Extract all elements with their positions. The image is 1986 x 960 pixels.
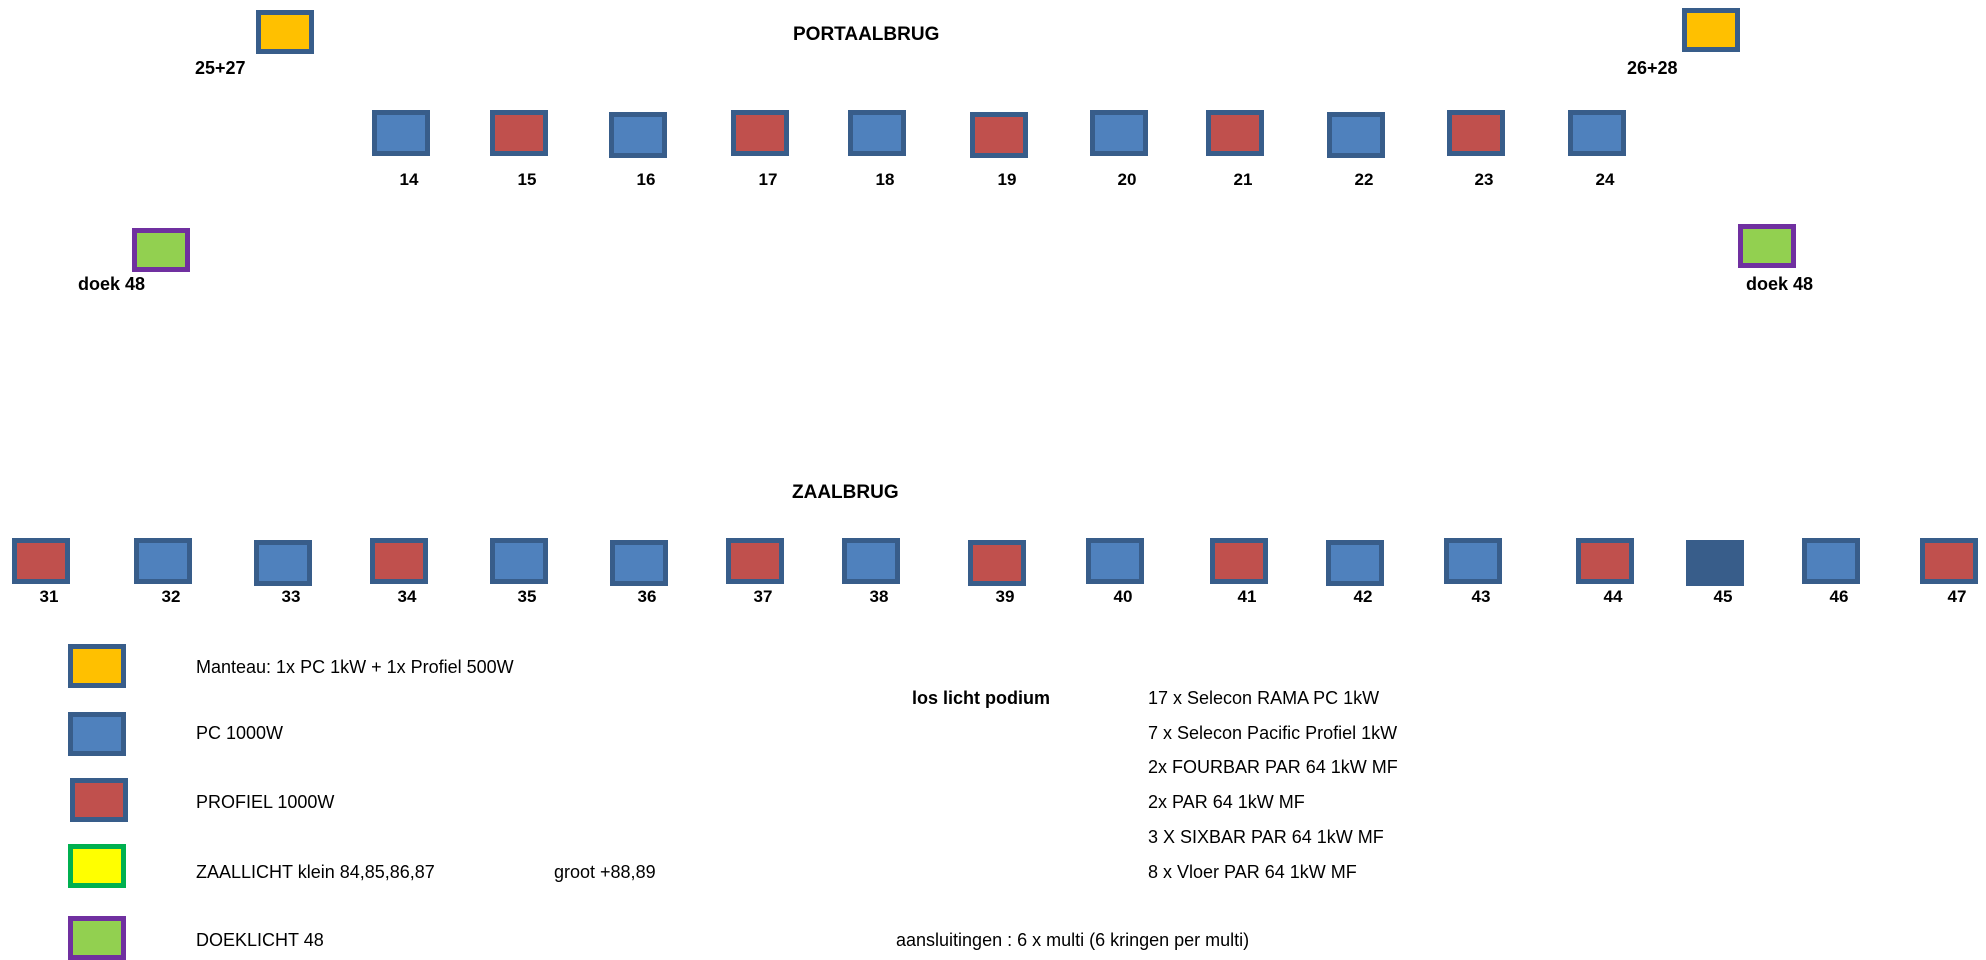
doek-fixture-left <box>132 228 190 272</box>
manteau-fixture-right <box>1682 8 1740 52</box>
los-licht-item: 17 x Selecon RAMA PC 1kW <box>1148 688 1380 708</box>
zaalbrug-fixture-47 <box>1920 538 1978 584</box>
zaalbrug-fixture-number: 32 <box>161 587 181 606</box>
portaalbrug-title: PORTAALBRUG <box>793 24 940 45</box>
portaalbrug-fixture-number: 23 <box>1474 170 1494 189</box>
zaalbrug-fixture-34 <box>370 538 428 584</box>
zaalbrug-fixture-number: 36 <box>637 587 657 606</box>
zaalbrug-fixture-number: 39 <box>995 587 1015 606</box>
doek-fixture-right <box>1738 224 1796 268</box>
los-licht-item: 2x FOURBAR PAR 64 1kW MF <box>1148 757 1398 777</box>
legend-manteau-label: Manteau: 1x PC 1kW + 1x Profiel 500W <box>196 657 514 677</box>
los-licht-item: 7 x Selecon Pacific Profiel 1kW <box>1148 723 1398 743</box>
portaalbrug-fixture-number: 17 <box>758 170 778 189</box>
zaalbrug-fixture-number: 44 <box>1603 587 1623 606</box>
portaalbrug-fixture-number: 19 <box>997 170 1017 189</box>
zaalbrug-fixture-39 <box>968 540 1026 586</box>
manteau-label-left: 25+27 <box>195 58 246 78</box>
portaalbrug-fixture-24 <box>1568 110 1626 156</box>
legend-manteau-swatch <box>68 644 126 688</box>
zaalbrug-fixture-number: 40 <box>1113 587 1133 606</box>
aansluitingen-label: aansluitingen : 6 x multi (6 kringen per… <box>896 930 1250 950</box>
manteau-label-right: 26+28 <box>1627 58 1678 78</box>
portaalbrug-fixture-number: 15 <box>517 170 537 189</box>
zaalbrug-fixture-37 <box>726 538 784 584</box>
portaalbrug-fixture-number: 22 <box>1354 170 1374 189</box>
los-licht-heading: los licht podium <box>912 688 1050 708</box>
portaalbrug-fixture-19 <box>970 112 1028 158</box>
portaalbrug-fixture-23 <box>1447 110 1505 156</box>
zaalbrug-fixture-45 <box>1686 540 1744 586</box>
portaalbrug-fixture-22 <box>1327 112 1385 158</box>
zaalbrug-fixture-40 <box>1086 538 1144 584</box>
zaalbrug-fixture-42 <box>1326 540 1384 586</box>
portaalbrug-fixture-14 <box>372 110 430 156</box>
zaalbrug-fixture-number: 45 <box>1713 587 1733 606</box>
portaalbrug-fixture-number: 20 <box>1117 170 1137 189</box>
legend-profiel-swatch <box>70 778 128 822</box>
zaalbrug-fixture-31 <box>12 538 70 584</box>
portaalbrug-fixture-number: 24 <box>1595 170 1615 189</box>
portaalbrug-fixture-number: 16 <box>636 170 656 189</box>
zaalbrug-fixture-33 <box>254 540 312 586</box>
zaalbrug-fixture-32 <box>134 538 192 584</box>
zaalbrug-fixture-number: 35 <box>517 587 537 606</box>
zaalbrug-fixture-number: 42 <box>1353 587 1373 606</box>
zaalbrug-fixture-number: 47 <box>1947 587 1967 606</box>
portaalbrug-fixture-number: 18 <box>875 170 895 189</box>
portaalbrug-fixture-17 <box>731 110 789 156</box>
zaalbrug-fixture-38 <box>842 538 900 584</box>
portaalbrug-fixture-number: 21 <box>1233 170 1253 189</box>
zaalbrug-fixture-number: 38 <box>869 587 889 606</box>
portaalbrug-fixture-15 <box>490 110 548 156</box>
portaalbrug-fixture-21 <box>1206 110 1264 156</box>
portaalbrug-fixture-16 <box>609 112 667 158</box>
legend-zaallicht-swatch <box>68 844 126 888</box>
los-licht-item: 2x PAR 64 1kW MF <box>1148 792 1305 812</box>
zaalbrug-fixture-number: 34 <box>397 587 417 606</box>
los-licht-item: 3 X SIXBAR PAR 64 1kW MF <box>1148 827 1384 847</box>
zaalbrug-fixture-46 <box>1802 538 1860 584</box>
legend-pc-label: PC 1000W <box>196 723 284 743</box>
legend-pc-swatch <box>68 712 126 756</box>
zaalbrug-fixture-number: 41 <box>1237 587 1257 606</box>
zaalbrug-fixture-number: 37 <box>753 587 773 606</box>
portaalbrug-fixture-18 <box>848 110 906 156</box>
zaalbrug-fixture-43 <box>1444 538 1502 584</box>
manteau-fixture-left <box>256 10 314 54</box>
zaalbrug-fixture-number: 46 <box>1829 587 1849 606</box>
zaalbrug-fixture-41 <box>1210 538 1268 584</box>
legend-doeklicht-swatch <box>68 916 126 960</box>
zaalbrug-fixture-35 <box>490 538 548 584</box>
zaalbrug-fixture-44 <box>1576 538 1634 584</box>
zaalbrug-fixture-number: 31 <box>39 587 59 606</box>
zaalbrug-fixture-number: 43 <box>1471 587 1491 606</box>
zaalbrug-fixture-36 <box>610 540 668 586</box>
los-licht-item: 8 x Vloer PAR 64 1kW MF <box>1148 862 1357 882</box>
legend-doeklicht-label: DOEKLICHT 48 <box>196 930 324 950</box>
legend-profiel-label: PROFIEL 1000W <box>196 792 335 812</box>
legend-zaallicht-groot-label: groot +88,89 <box>554 862 656 882</box>
doek-label-left: doek 48 <box>78 274 146 294</box>
doek-label-right: doek 48 <box>1746 274 1814 294</box>
zaalbrug-fixture-number: 33 <box>281 587 301 606</box>
portaalbrug-fixture-20 <box>1090 110 1148 156</box>
zaalbrug-title: ZAALBRUG <box>792 482 899 503</box>
portaalbrug-fixture-number: 14 <box>399 170 419 189</box>
legend-zaallicht-label: ZAALLICHT klein 84,85,86,87 <box>196 862 435 882</box>
